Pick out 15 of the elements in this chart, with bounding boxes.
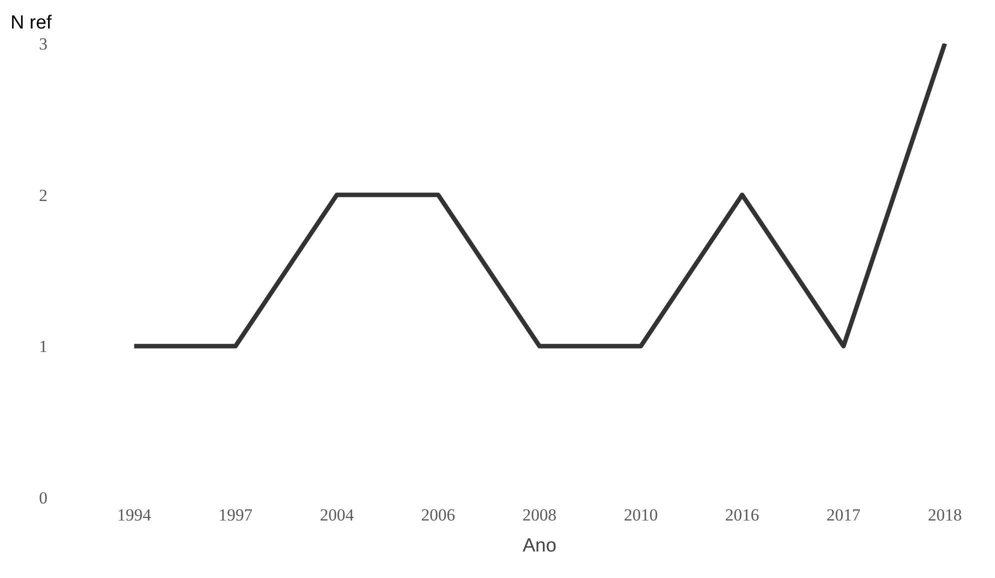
y-axis-title: N ref [10, 12, 52, 34]
y-tick-label: 0 [39, 488, 48, 508]
x-tick-label: 2006 [421, 506, 456, 524]
y-tick-label: 2 [39, 186, 48, 205]
x-axis-title: Ano [522, 536, 556, 556]
y-tick-label: 3 [39, 34, 48, 54]
x-tick-label: 2004 [320, 506, 354, 524]
y-tick-label: 1 [39, 337, 48, 356]
x-tick-label: 2008 [522, 506, 556, 524]
x-tick-label: 1997 [218, 506, 253, 524]
x-tick-label: 2010 [624, 506, 658, 524]
x-tick-label: 2018 [928, 506, 962, 524]
x-tick-label: 2016 [725, 506, 760, 524]
x-tick-label: 2017 [826, 506, 861, 524]
x-tick-label: 1994 [117, 506, 152, 524]
